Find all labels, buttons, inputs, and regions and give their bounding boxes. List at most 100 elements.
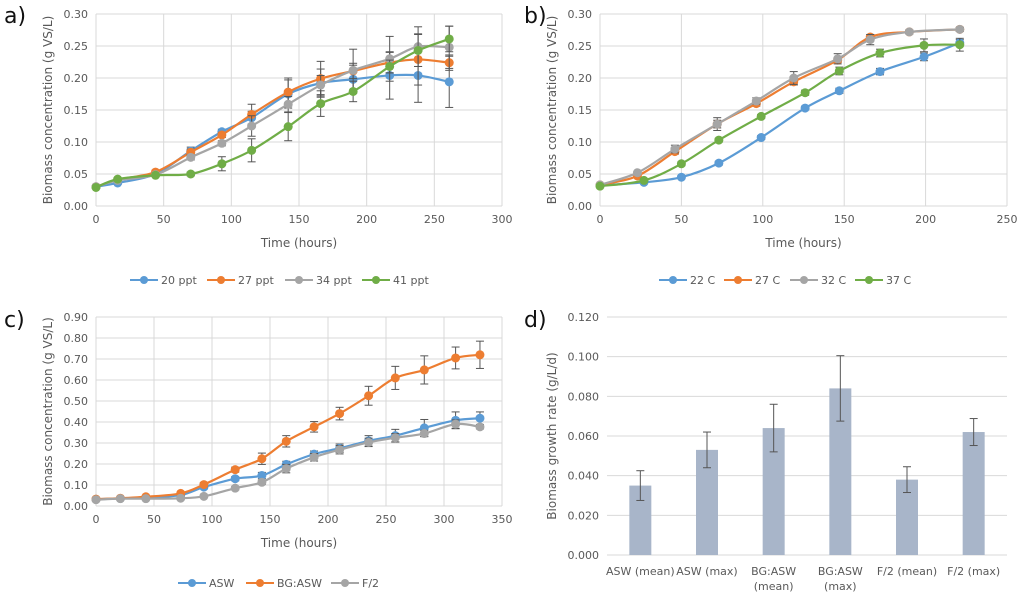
series-line xyxy=(95,73,450,188)
x-tick-label: 200 xyxy=(915,213,936,226)
data-point xyxy=(176,493,186,503)
series-22-c xyxy=(595,38,965,191)
legend-marker xyxy=(800,276,808,284)
panel-label-d: d) xyxy=(524,308,547,333)
data-point xyxy=(257,477,267,487)
series-41-ppt xyxy=(91,25,454,192)
legend-marker xyxy=(256,579,264,587)
y-axis-title: Biomass concentration (g VS/L) xyxy=(545,16,559,205)
data-point xyxy=(281,436,291,446)
bar xyxy=(696,449,718,555)
legend-marker xyxy=(865,276,873,284)
legend-item: 34 ppt xyxy=(285,274,352,287)
y-tick-label: 0.000 xyxy=(568,549,600,562)
y-axis-title: Biomass concentration (g VS/L) xyxy=(41,317,55,506)
y-tick-label: 0.25 xyxy=(64,40,89,53)
data-point xyxy=(919,40,929,50)
legend-marker xyxy=(734,276,742,284)
legend-label: 27 C xyxy=(755,274,780,287)
series-line xyxy=(95,58,450,188)
series-34-ppt xyxy=(91,25,454,192)
data-point xyxy=(390,373,400,383)
category-label: ASW (mean) xyxy=(606,565,675,578)
series-37-c xyxy=(595,37,965,191)
x-tick-label: 100 xyxy=(202,513,223,526)
data-point xyxy=(113,174,123,184)
data-point xyxy=(230,465,240,475)
data-point xyxy=(444,77,454,87)
y-tick-label: 0.15 xyxy=(64,104,89,117)
category-label: (max) xyxy=(824,580,857,593)
data-point xyxy=(364,391,374,401)
x-tick-label: 200 xyxy=(356,213,377,226)
data-point xyxy=(390,433,400,443)
data-point xyxy=(141,494,151,504)
y-tick-label: 0.00 xyxy=(64,200,89,213)
data-point xyxy=(670,144,680,154)
x-tick-label: 50 xyxy=(674,213,688,226)
data-point xyxy=(756,111,766,121)
data-point xyxy=(247,121,257,131)
data-point xyxy=(875,67,885,77)
legend-label: 27 ppt xyxy=(238,274,274,287)
legend-label: 32 C xyxy=(821,274,846,287)
x-tick-label: 200 xyxy=(318,513,339,526)
data-point xyxy=(230,483,240,493)
legend-item: BG:ASW xyxy=(246,577,322,590)
legend-label: ASW xyxy=(209,577,235,590)
data-point xyxy=(595,181,605,191)
data-point xyxy=(199,480,209,490)
data-point xyxy=(834,86,844,96)
legend-item: 20 ppt xyxy=(130,274,197,287)
data-point xyxy=(316,99,326,109)
y-tick-label: 0.15 xyxy=(568,104,593,117)
data-point xyxy=(475,413,485,423)
y-tick-label: 0.70 xyxy=(64,353,89,366)
data-point xyxy=(676,159,686,169)
bar xyxy=(762,428,785,555)
series-f-2 xyxy=(91,419,485,505)
data-point xyxy=(751,96,761,106)
data-point xyxy=(419,365,429,375)
category-label: BG:ASW xyxy=(751,565,796,578)
data-point xyxy=(385,61,395,71)
y-axis-title: Biomass growth rate (g/L/d) xyxy=(545,352,559,519)
data-point xyxy=(247,145,257,155)
y-tick-label: 0.20 xyxy=(64,458,89,471)
chart-d: 0.000 0.020 0.040 0.060 0.080 0.100 0.120 Bioma… xyxy=(545,311,1007,593)
chart-a: 0.00 0.05 0.10 0.15 0.20 0.25 0.30 Biomass conc… xyxy=(41,8,513,287)
x-tick-label: 0 xyxy=(93,513,100,526)
data-point xyxy=(834,66,844,76)
x-tick-label: 100 xyxy=(221,213,242,226)
y-tick-label: 0.30 xyxy=(64,437,89,450)
category-label: ASW (max) xyxy=(676,565,737,578)
data-point xyxy=(283,99,293,109)
data-point xyxy=(91,182,101,192)
legend-item: ASW xyxy=(178,577,235,590)
x-axis-title: Time (hours) xyxy=(260,536,337,550)
legend-item: 27 ppt xyxy=(207,274,274,287)
category-label: BG:ASW xyxy=(818,565,863,578)
y-tick-label: 0.10 xyxy=(568,136,593,149)
legend-marker xyxy=(372,276,380,284)
x-tick-label: 250 xyxy=(376,513,397,526)
x-tick-label: 0 xyxy=(93,213,100,226)
y-axis-title: Biomass concentration (g VS/L) xyxy=(41,16,55,205)
series-20-ppt xyxy=(91,48,454,192)
legend-marker xyxy=(140,276,148,284)
data-point xyxy=(632,168,642,178)
data-point xyxy=(335,409,345,419)
x-tick-label: 350 xyxy=(492,513,513,526)
data-point xyxy=(475,422,485,432)
series-line xyxy=(95,44,450,188)
legend-item: F/2 xyxy=(331,577,379,590)
chart-b: 0.00 0.05 0.10 0.15 0.20 0.25 0.30 Biomass conc… xyxy=(545,8,1018,287)
data-point xyxy=(348,86,358,96)
legend-item: 37 C xyxy=(855,274,911,287)
y-tick-label: 0.05 xyxy=(64,168,89,181)
data-point xyxy=(217,159,227,169)
panel-label-b: b) xyxy=(524,4,547,29)
legend-marker xyxy=(188,579,196,587)
y-tick-label: 0.50 xyxy=(64,395,89,408)
